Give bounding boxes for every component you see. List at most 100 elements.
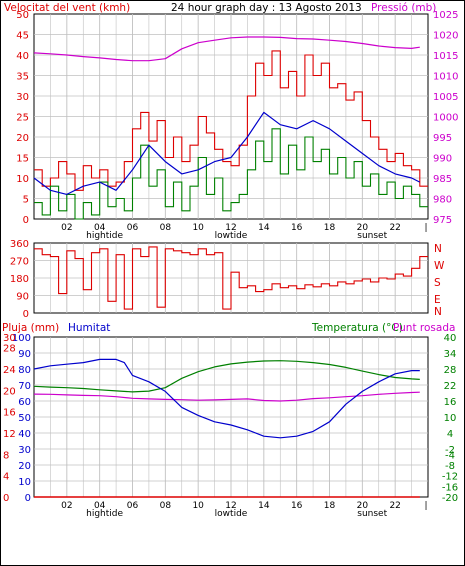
- rain-axis-tick: 16: [3, 408, 16, 419]
- wind-low-series: [34, 128, 428, 220]
- hour-tick-label: 12: [225, 501, 236, 511]
- wind-axis-tick: 20: [16, 133, 29, 144]
- temperature-axis-tick: 28: [444, 365, 457, 376]
- pressure-series: [33, 36, 420, 62]
- pressure-axis-tick: 980: [433, 195, 452, 206]
- humidity-axis-tick: 100: [12, 333, 31, 344]
- pressure-axis-tick: 1010: [433, 72, 458, 83]
- wind-axis-tick: 25: [16, 113, 29, 124]
- hour-tick-label: 14: [258, 223, 270, 233]
- wind-axis-tick: 5: [23, 195, 29, 206]
- humidity-label: Humitat: [68, 322, 110, 334]
- wind-axis-tick: 35: [16, 72, 29, 83]
- rain-axis-tick: 12: [3, 429, 16, 440]
- wind-axis-tick: 40: [16, 51, 29, 62]
- pressure-axis-tick: 990: [433, 154, 452, 165]
- hour-tick-label: 16: [291, 501, 303, 511]
- hour-tick-label: 20: [357, 501, 369, 511]
- dir-letter: E: [434, 294, 441, 306]
- temperature-axis-tick: 22: [444, 381, 457, 392]
- dir-letter: W: [434, 260, 445, 272]
- pressure-axis-tick: 1005: [433, 92, 458, 103]
- hour-tick-label: 06: [127, 501, 139, 511]
- hour-tick-label: 10: [192, 501, 204, 511]
- wind-average-series: [33, 111, 421, 195]
- hour-tick-label: 10: [192, 223, 204, 233]
- pressure-axis-tick: 995: [433, 133, 452, 144]
- direction-axis-tick: 0: [23, 309, 29, 320]
- dir-letter: N: [434, 306, 442, 318]
- humidity-series: [33, 358, 420, 439]
- rain-axis-tick: 28: [3, 344, 16, 355]
- direction-axis-tick: 360: [10, 239, 29, 250]
- wind-speed-label: Velocitat del vent (kmh): [4, 2, 130, 14]
- temperature-axis-tick: -16: [442, 482, 458, 493]
- hour-tick-label: 04: [94, 223, 106, 233]
- wind-direction-series: [34, 246, 428, 310]
- hour-tick-label: 20: [357, 223, 369, 233]
- event-label: lowtide: [215, 231, 248, 241]
- wind-axis-tick: 45: [16, 31, 29, 42]
- pressure-axis-tick: 1020: [433, 31, 458, 42]
- wind-axis-tick: 50: [16, 10, 29, 21]
- temperature-label: Temperatura (°C): [311, 322, 403, 334]
- hour-tick-label: 22: [389, 223, 400, 233]
- event-label: sunset: [357, 231, 387, 241]
- temperature-axis-tick: -12: [442, 472, 458, 483]
- humidity-axis-tick: 40: [18, 429, 31, 440]
- direction-axis-tick: 180: [10, 274, 29, 285]
- hour-tick-label: 04: [94, 501, 106, 511]
- humidity-axis-tick: 0: [25, 493, 31, 504]
- pressure-label: Pressió (mb): [371, 2, 436, 14]
- wind-axis-tick: 15: [16, 154, 29, 165]
- humidity-axis-tick: 90: [18, 349, 31, 360]
- temperature-axis-tick: -8: [445, 461, 455, 472]
- humidity-axis-tick: 50: [18, 413, 31, 424]
- pressure-axis-tick: 1025: [433, 10, 458, 21]
- wind-axis-tick: 30: [16, 92, 29, 103]
- rain-axis-tick: 8: [3, 450, 9, 461]
- hour-tick-label: 08: [160, 223, 172, 233]
- wind-speed-series: [34, 50, 428, 191]
- direction-axis-tick: 90: [16, 292, 29, 303]
- humidity-axis-tick: 70: [18, 381, 31, 392]
- temperature-axis-tick: -4: [445, 450, 455, 461]
- rain-axis-tick: 30: [3, 333, 16, 344]
- temperature-axis-tick: 4: [447, 429, 453, 440]
- humidity-axis-tick: 80: [18, 365, 31, 376]
- hour-tick-label: 08: [160, 501, 172, 511]
- pressure-axis-tick: 1015: [433, 51, 458, 62]
- hour-tick-label: 02: [61, 223, 72, 233]
- hour-tick-label: 18: [324, 501, 336, 511]
- humidity-axis-tick: 60: [18, 397, 31, 408]
- hour-tick-label: 12: [225, 223, 236, 233]
- wind-axis-tick: 10: [16, 174, 29, 185]
- temperature-axis-tick: 40: [444, 333, 457, 344]
- event-label: hightide: [86, 509, 123, 519]
- hour-tick-mark: |: [424, 501, 427, 511]
- rain-axis-tick: 20: [3, 386, 16, 397]
- tick-layer: 02 04 06 08 10 12 14 16 18 20 22 |hightide lowtide su…: [3, 10, 458, 519]
- rain-axis-tick: 4: [3, 472, 9, 483]
- pressure-axis-tick: 985: [433, 174, 452, 185]
- temperature-series: [33, 360, 420, 393]
- temperature-axis-tick: 10: [444, 413, 457, 424]
- dir-letter: S: [434, 277, 441, 289]
- pressure-axis-tick: 1000: [433, 113, 458, 124]
- hour-tick-label: 06: [127, 223, 139, 233]
- temperature-axis-tick: 34: [444, 349, 457, 360]
- hour-tick-label: 16: [291, 223, 303, 233]
- pressure-axis-tick: 975: [433, 215, 452, 226]
- temperature-axis-tick: -2: [445, 445, 455, 456]
- humidity-axis-tick: 20: [18, 461, 31, 472]
- hour-tick-label: 14: [258, 501, 270, 511]
- hour-tick-label: 02: [61, 501, 72, 511]
- direction-letters: N W S E N: [434, 243, 445, 318]
- graph-title: 24 hour graph day : 13 Agosto 2013: [171, 2, 362, 14]
- series-layer: [33, 36, 428, 498]
- direction-axis-tick: 270: [10, 257, 29, 268]
- hour-tick-label: 22: [389, 501, 400, 511]
- dewpoint-series: [33, 391, 420, 402]
